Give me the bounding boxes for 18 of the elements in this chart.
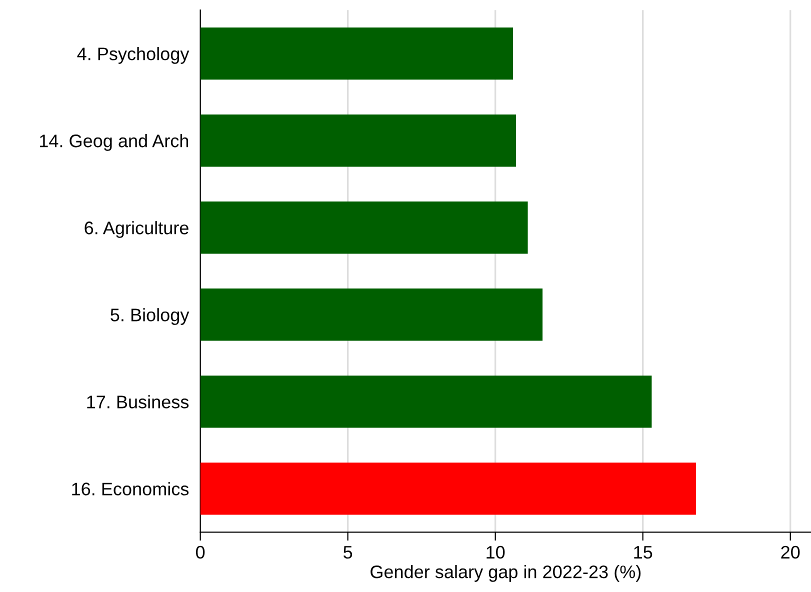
x-tick-label: 5 [344,546,352,559]
x-tick-label: 20 [781,546,800,559]
y-tick-label: 16. Economics [72,482,189,496]
x-axis-title: Gender salary gap in 2022-23 (%) [370,565,641,582]
y-tick-label: 17. Business [87,395,189,408]
x-tick-label: 15 [634,546,652,559]
y-tick-label: 5. Biology [110,308,190,325]
y-tick-label: 6. Agriculture [84,221,188,238]
bar [200,462,696,515]
bar [200,114,516,167]
x-tick-label: 0 [196,546,205,559]
y-tick-label: 4. Psychology [77,47,190,64]
bar [200,202,528,254]
bar [200,288,543,341]
bar [200,27,514,80]
y-tick-label: 14. Geog and Arch [40,134,188,151]
bar [200,376,652,428]
x-tick-label: 10 [486,546,505,559]
